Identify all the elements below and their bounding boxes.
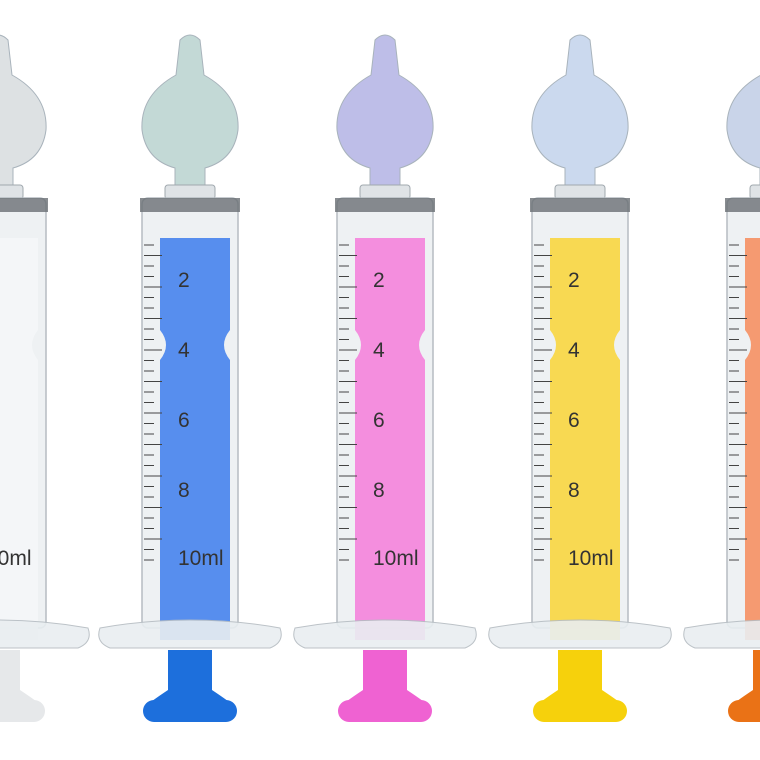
liquid-fill xyxy=(355,238,425,640)
finger-flange xyxy=(98,619,282,649)
plunger-stem xyxy=(0,650,42,706)
nozzle-collar xyxy=(554,184,606,200)
syringe-pink: 2 4 6 8 10ml xyxy=(293,34,477,722)
plunger-stem xyxy=(341,650,429,706)
finger-flange xyxy=(293,619,477,649)
scale-label: 6 xyxy=(178,409,190,432)
finger-flange xyxy=(488,619,672,649)
nozzle-collar xyxy=(164,184,216,200)
scale-label: 2 xyxy=(178,269,190,292)
nozzle-collar xyxy=(359,184,411,200)
syringe-yellow: 2 4 6 8 10ml xyxy=(488,34,672,722)
scale-label: 6 xyxy=(568,409,580,432)
liquid-fill xyxy=(745,238,760,640)
plunger-stem xyxy=(536,650,624,706)
syringe-blue: 2 4 6 8 10ml xyxy=(98,34,282,722)
liquid-fill xyxy=(0,238,38,640)
scale-label: 6 xyxy=(373,409,385,432)
scale-label: 2 xyxy=(568,269,580,292)
nozzle-collar xyxy=(0,184,24,200)
scale-label: 8 xyxy=(568,479,580,502)
scale-label: 4 xyxy=(373,339,385,362)
finger-flange xyxy=(0,619,90,649)
scale-label: 10ml xyxy=(568,547,614,570)
nozzle-tip xyxy=(336,34,434,191)
nozzle-tip xyxy=(726,75,760,191)
scale-label: 8 xyxy=(178,479,190,502)
nozzle-collar xyxy=(749,184,760,200)
scale-label: 10ml xyxy=(178,547,224,570)
nozzle-tip xyxy=(141,34,239,191)
plunger-stem xyxy=(731,650,760,706)
scale-label: 10ml xyxy=(373,547,419,570)
barrel-rim xyxy=(335,198,435,212)
scale-label: 4 xyxy=(178,339,190,362)
scale-label: 4 xyxy=(568,339,580,362)
finger-flange xyxy=(683,619,760,649)
plunger-stem xyxy=(146,650,234,706)
barrel-rim xyxy=(0,198,48,212)
nozzle-tip xyxy=(0,34,47,191)
liquid-fill xyxy=(160,238,230,640)
nozzle-tip xyxy=(531,34,629,191)
barrel-rim xyxy=(140,198,240,212)
barrel-rim xyxy=(725,198,760,212)
scale-label: 2 xyxy=(373,269,385,292)
barrel-rim xyxy=(530,198,630,212)
scale-label: 8 xyxy=(373,479,385,502)
liquid-fill xyxy=(550,238,620,640)
scale-label: 10ml xyxy=(0,547,32,570)
